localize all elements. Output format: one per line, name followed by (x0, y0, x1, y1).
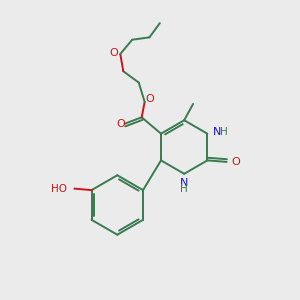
Text: O: O (231, 157, 240, 167)
Text: H: H (180, 184, 188, 194)
Text: O: O (110, 47, 118, 58)
Text: HO: HO (51, 184, 67, 194)
Text: N: N (180, 178, 188, 188)
Text: O: O (116, 119, 125, 129)
Text: N: N (213, 127, 221, 137)
Text: O: O (145, 94, 154, 104)
Text: H: H (220, 127, 228, 137)
